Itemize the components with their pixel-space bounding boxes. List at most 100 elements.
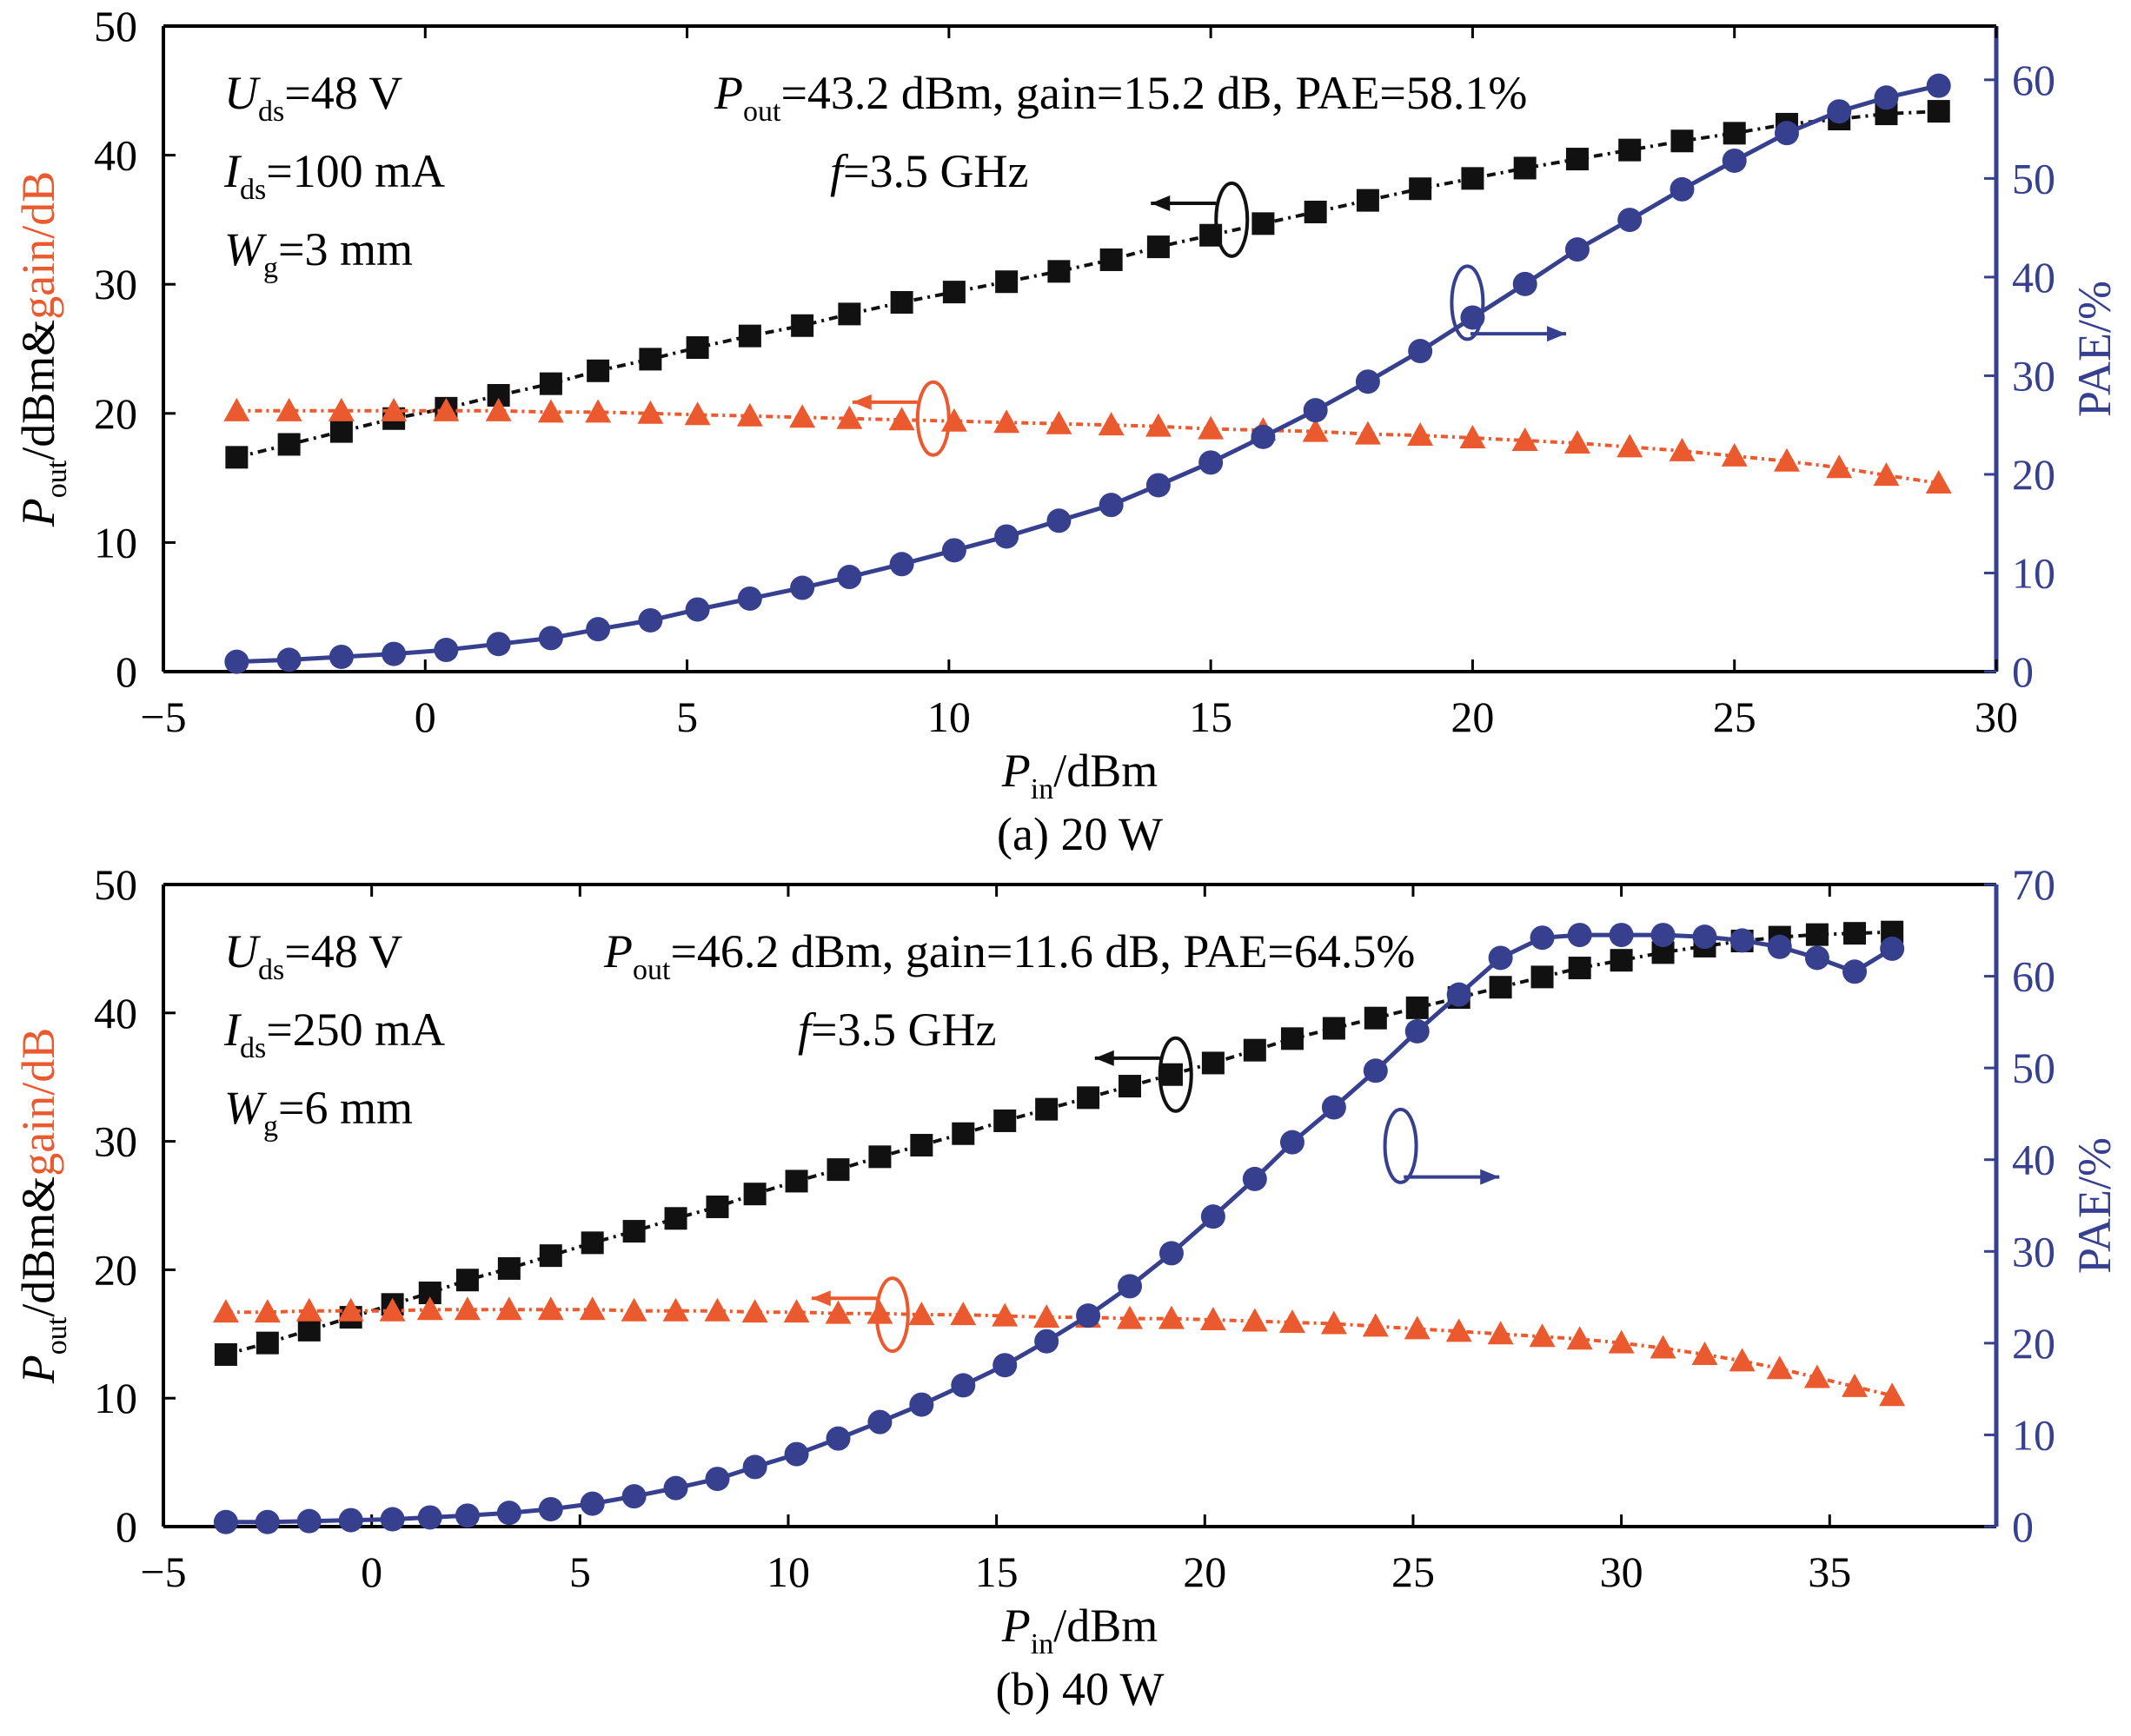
pae-marker bbox=[1034, 1329, 1059, 1354]
y-left-tick-label: 10 bbox=[94, 1374, 137, 1422]
pae-marker bbox=[1874, 85, 1899, 110]
pout-marker bbox=[497, 1256, 521, 1280]
panel-caption: (b) 40 W bbox=[996, 1663, 1165, 1715]
gain-marker bbox=[295, 1297, 322, 1322]
gain-marker bbox=[1117, 1305, 1144, 1329]
pout-marker bbox=[1201, 1051, 1225, 1075]
pout-marker bbox=[890, 291, 913, 315]
gain-marker bbox=[992, 1302, 1019, 1327]
gain-marker bbox=[836, 405, 863, 429]
gain-marker bbox=[585, 399, 612, 423]
pout-marker bbox=[738, 324, 761, 348]
pae-marker bbox=[1242, 1166, 1267, 1191]
x-tick-label: 5 bbox=[569, 1547, 591, 1596]
gain-marker bbox=[379, 1297, 406, 1322]
y-left-tick-label: 40 bbox=[94, 131, 137, 180]
pae-marker bbox=[1842, 959, 1868, 984]
y-left-tick-label: 10 bbox=[94, 518, 137, 567]
pae-marker bbox=[586, 617, 611, 642]
y-right-tick-label: 50 bbox=[2012, 1044, 2055, 1092]
pout-marker bbox=[1356, 189, 1379, 212]
pout-marker bbox=[868, 1145, 892, 1169]
gain-marker bbox=[1459, 425, 1486, 449]
pae-marker bbox=[1198, 450, 1224, 475]
pae-marker bbox=[638, 607, 663, 633]
pae-marker bbox=[1321, 1095, 1346, 1120]
pout-marker bbox=[1843, 922, 1867, 945]
y-left-tick-label: 0 bbox=[116, 647, 137, 696]
gain-marker bbox=[1566, 1326, 1593, 1350]
gain-marker bbox=[993, 409, 1020, 434]
gain-marker bbox=[1803, 1364, 1830, 1388]
x-axis-label: Pin/dBm bbox=[1001, 1600, 1158, 1660]
pae-marker bbox=[382, 641, 407, 666]
gain-marker bbox=[736, 402, 763, 427]
pae-marker bbox=[1118, 1274, 1143, 1299]
pae-marker bbox=[538, 1496, 563, 1521]
gain-marker bbox=[789, 404, 816, 428]
gain-marker bbox=[1354, 421, 1381, 445]
y-right-tick-label: 20 bbox=[2012, 1319, 2055, 1368]
gain-marker bbox=[495, 1296, 522, 1321]
pout-marker bbox=[539, 372, 562, 395]
pae-marker bbox=[951, 1373, 976, 1398]
gain-marker bbox=[537, 1296, 564, 1321]
pae-marker bbox=[1158, 1241, 1184, 1266]
pae-marker bbox=[538, 626, 563, 651]
pae-marker bbox=[1530, 925, 1555, 951]
pae-marker bbox=[621, 1484, 647, 1509]
pae-marker bbox=[1512, 271, 1537, 296]
pout-marker bbox=[791, 314, 814, 337]
gain-marker bbox=[1404, 1315, 1431, 1340]
y-left-axis-label: Pout/dBm&gain/dB bbox=[12, 171, 73, 527]
pae-marker bbox=[742, 1454, 767, 1480]
gain-marker bbox=[485, 397, 512, 421]
gain-marker bbox=[1529, 1323, 1556, 1348]
gain-marker bbox=[684, 401, 711, 426]
pae-marker bbox=[224, 649, 249, 674]
y-left-tick-label: 20 bbox=[94, 1245, 137, 1294]
panel-a-chart: −5 0 5 10 15 20 25 30010203040500102030405060Pi… bbox=[12, 2, 2121, 860]
pae-marker bbox=[705, 1467, 730, 1492]
gain-marker bbox=[337, 1297, 364, 1322]
gain-marker bbox=[888, 407, 915, 431]
x-tick-label: 30 bbox=[1975, 692, 2018, 741]
pout-marker bbox=[214, 1342, 237, 1366]
pout-marker bbox=[1513, 156, 1537, 180]
pae-marker bbox=[994, 524, 1019, 549]
pae-axis-indicator-arrow-head bbox=[1480, 1169, 1500, 1185]
pout-marker bbox=[1251, 212, 1275, 235]
x-tick-label: 5 bbox=[676, 692, 698, 741]
y-right-axis-label: PAE/% bbox=[2068, 281, 2121, 417]
pae-marker bbox=[296, 1508, 322, 1534]
pae-marker bbox=[434, 638, 459, 663]
pout-axis-indicator-arrow-head bbox=[1094, 1050, 1114, 1066]
gain-marker bbox=[1320, 1310, 1347, 1335]
gain-marker bbox=[940, 407, 967, 432]
pout-marker bbox=[455, 1269, 479, 1292]
panel-b-chart: −5 0 5 10 15 20 25 30 35010203040500102030405060… bbox=[12, 860, 2121, 1715]
gain-marker bbox=[1198, 415, 1225, 440]
y-right-tick-label: 40 bbox=[2012, 1136, 2055, 1184]
gain-marker bbox=[1617, 434, 1643, 458]
x-tick-label: 15 bbox=[1189, 692, 1232, 741]
x-tick-label: −5 bbox=[140, 1547, 186, 1596]
y-right-tick-label: 50 bbox=[2012, 154, 2055, 202]
pae-marker bbox=[1564, 237, 1590, 262]
y-right-tick-label: 60 bbox=[2012, 952, 2055, 1001]
y-right-tick-label: 10 bbox=[2012, 548, 2055, 597]
gain-marker bbox=[1278, 1309, 1305, 1333]
gain-marker bbox=[254, 1299, 281, 1323]
pae-marker bbox=[1488, 945, 1513, 971]
pae-marker bbox=[1722, 148, 1747, 173]
pout-marker bbox=[1077, 1086, 1100, 1110]
gain-marker bbox=[1302, 418, 1329, 442]
pout-marker bbox=[1047, 260, 1071, 283]
gain-marker bbox=[1445, 1318, 1472, 1342]
pae-marker bbox=[1363, 1058, 1388, 1083]
pae-marker bbox=[790, 575, 815, 600]
gain-marker bbox=[1563, 429, 1590, 454]
pout-marker bbox=[1119, 1075, 1142, 1098]
pae-marker bbox=[1145, 473, 1171, 498]
gain-marker bbox=[1145, 413, 1172, 437]
